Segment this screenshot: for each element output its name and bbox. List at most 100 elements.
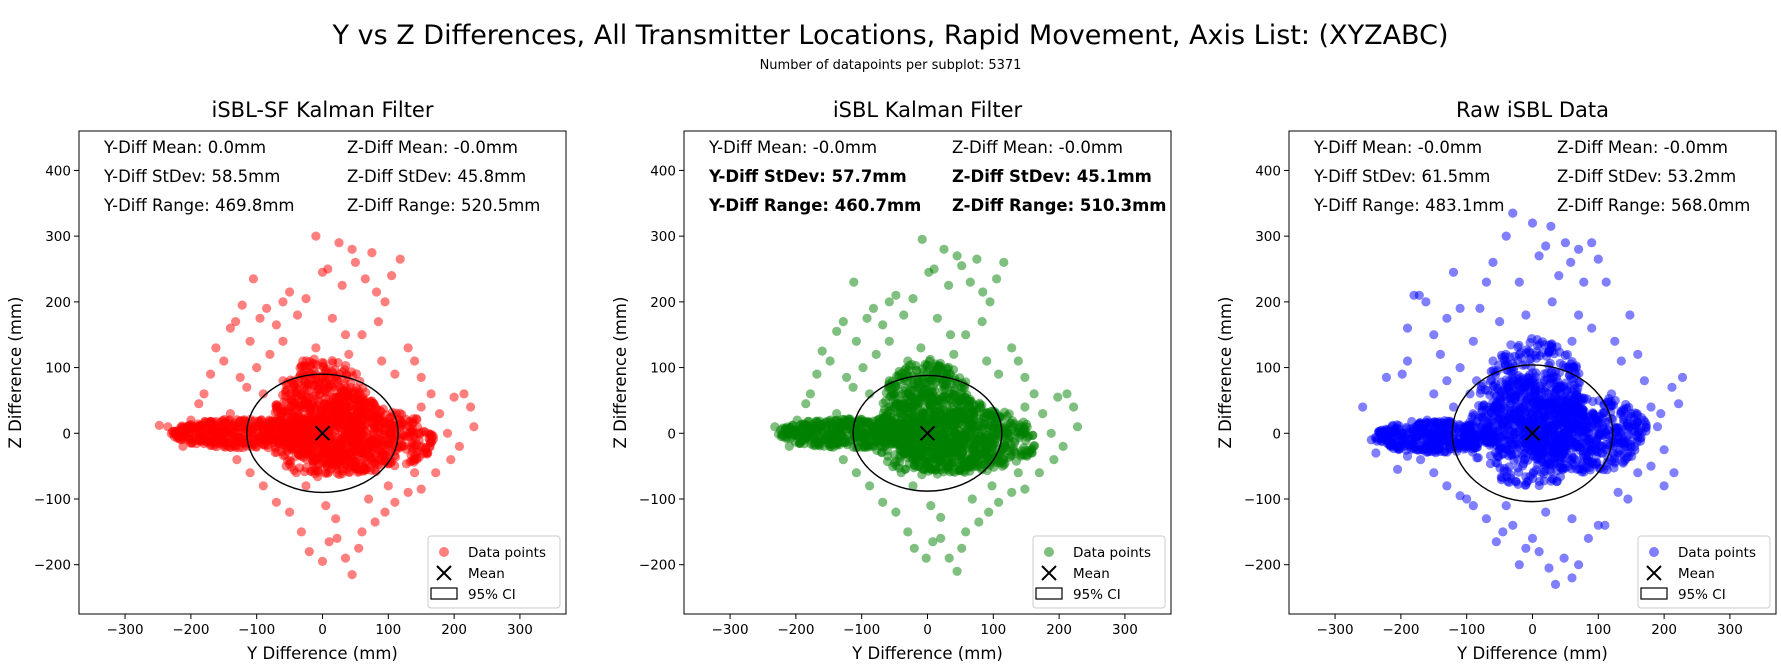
data-point [984, 507, 994, 517]
data-point [994, 497, 1004, 507]
subplot-title: iSBL Kalman Filter [833, 98, 1023, 122]
data-point [324, 537, 334, 547]
stat-text: Z-Diff Mean: -0.0mm [952, 138, 1123, 157]
data-point [1527, 375, 1537, 385]
legend-label-mean: Mean [1073, 566, 1110, 582]
data-point [908, 481, 918, 491]
data-point [384, 438, 394, 448]
data-point [387, 271, 397, 281]
data-point [317, 556, 328, 567]
data-point [211, 343, 221, 353]
data-point [219, 441, 229, 451]
data-point [416, 372, 426, 382]
figure-subtitle: Number of datapoints per subplot: 5371 [759, 58, 1022, 73]
y-tick-label: 0 [667, 426, 676, 442]
data-point [1058, 441, 1068, 451]
data-point [891, 290, 901, 300]
data-point [315, 437, 326, 447]
data-point [246, 433, 256, 443]
data-point [413, 422, 423, 432]
data-point [948, 466, 958, 476]
data-point [936, 512, 946, 523]
y-tick-label: −200 [639, 558, 676, 574]
data-point [1525, 354, 1535, 364]
figure-title: Y vs Z Differences, All Transmitter Loca… [332, 20, 1449, 51]
data-point [1010, 438, 1020, 448]
data-point [984, 420, 995, 430]
data-point [957, 454, 968, 464]
data-point [897, 400, 907, 410]
y-tick-label: −100 [639, 492, 676, 508]
data-point [296, 426, 306, 436]
y-tick-label: 200 [45, 295, 71, 311]
legend-marker-points [439, 547, 449, 557]
data-point [951, 430, 961, 440]
data-point [245, 468, 255, 478]
data-point [825, 356, 835, 366]
y-tick-label: −100 [34, 492, 71, 508]
y-tick-label: 400 [45, 163, 71, 179]
data-point [301, 294, 311, 304]
data-point [331, 371, 341, 382]
data-point [1519, 401, 1529, 411]
data-point [332, 533, 342, 544]
data-point [987, 481, 997, 491]
data-point [351, 395, 361, 405]
data-point [307, 445, 317, 455]
data-point [842, 372, 852, 382]
y-axis-label: Z Difference (mm) [611, 297, 630, 449]
data-point [260, 434, 270, 444]
data-point [972, 407, 982, 417]
data-point [978, 287, 988, 297]
x-tick-label: 300 [507, 622, 533, 638]
data-point [271, 320, 281, 330]
data-point [863, 424, 873, 434]
data-point [865, 389, 875, 399]
data-point [390, 497, 400, 507]
data-point [305, 401, 315, 411]
ci-ellipse [246, 373, 399, 494]
data-point [932, 313, 943, 323]
data-point [1497, 443, 1507, 454]
data-point [897, 389, 907, 400]
data-point [371, 287, 382, 297]
data-point [357, 330, 367, 340]
legend-marker-mean [436, 565, 452, 581]
legend-label-ci: 95% CI [468, 587, 516, 603]
x-tick-label: −300 [712, 622, 749, 638]
data-point [1477, 401, 1487, 411]
data-point [817, 346, 827, 356]
data-point [801, 399, 811, 409]
data-point [896, 468, 906, 478]
data-point [1449, 429, 1459, 439]
data-point [396, 441, 407, 451]
mean-marker [314, 425, 331, 441]
data-point [825, 441, 835, 451]
data-point [914, 416, 924, 426]
data-point [865, 481, 875, 491]
legend-label-points: Data points [468, 545, 546, 561]
data-point [377, 356, 387, 366]
data-point [315, 384, 325, 394]
data-point [1049, 455, 1059, 465]
data-point [1007, 343, 1017, 353]
x-tick-label: 200 [441, 622, 467, 638]
data-point [337, 447, 347, 457]
data-point [834, 437, 844, 447]
data-point [179, 427, 189, 437]
data-point [1473, 453, 1483, 463]
data-point [1539, 469, 1549, 479]
data-point [938, 379, 948, 389]
data-point [1469, 433, 1479, 443]
data-point [948, 416, 958, 426]
data-point [903, 527, 913, 537]
data-point [367, 248, 377, 258]
data-point [311, 343, 321, 353]
legend-marker-points [1044, 547, 1054, 557]
data-point [193, 419, 203, 429]
data-point [389, 420, 399, 430]
data-point [921, 553, 931, 563]
x-axis-label: Y Difference (mm) [246, 644, 398, 663]
data-point [1569, 380, 1579, 390]
data-point [466, 402, 476, 412]
